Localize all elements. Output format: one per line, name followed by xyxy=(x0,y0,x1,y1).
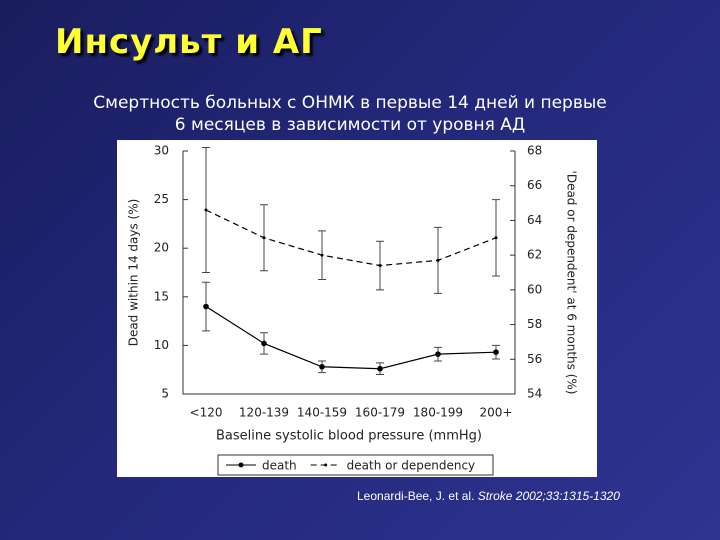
y2-tick-label: 60 xyxy=(527,282,542,296)
subtitle: Смертность больных с ОНМК в первые 14 дн… xyxy=(0,92,700,136)
point xyxy=(436,258,440,262)
citation: Leonardi-Bee, J. et al. Stroke 2002;33:1… xyxy=(357,489,620,503)
y-tick-label: 10 xyxy=(154,338,169,352)
legend-box xyxy=(217,454,494,476)
x-tick-label: 140-159 xyxy=(297,406,347,420)
legend-label: death xyxy=(262,459,297,473)
axis-frame xyxy=(182,151,516,395)
x-axis-label: Baseline systolic blood pressure (mmHg) xyxy=(216,429,482,444)
y-tick-label: 15 xyxy=(154,289,169,303)
y-tick-label: 20 xyxy=(154,241,169,255)
y2-tick-label: 62 xyxy=(527,248,542,262)
x-tick-label: 120-139 xyxy=(239,406,289,420)
y2-tick-label: 56 xyxy=(527,352,542,366)
y-tick-label: 30 xyxy=(154,144,169,158)
y2-tick-label: 68 xyxy=(527,144,542,158)
x-tick-label: 200+ xyxy=(480,406,513,420)
point xyxy=(262,236,266,240)
y2-axis-label: 'Dead or dependent' at 6 months (%) xyxy=(565,171,579,395)
y2-tick-label: 54 xyxy=(527,387,542,401)
slide-title: Инсульт и АГ xyxy=(55,22,323,62)
point xyxy=(435,351,441,357)
legend-marker xyxy=(238,462,244,468)
y2-tick-label: 64 xyxy=(527,213,542,227)
x-tick-label: <120 xyxy=(190,406,223,420)
series-line xyxy=(205,209,497,267)
subtitle-line: Смертность больных с ОНМК в первые 14 дн… xyxy=(93,93,607,113)
y-tick-label: 5 xyxy=(161,387,169,401)
point xyxy=(378,264,382,268)
point xyxy=(204,208,208,212)
point xyxy=(320,253,324,257)
chart: 5 10 15 20 25 30 54 56 58 60 62 64 66 68 <120 120-139 14… xyxy=(117,140,597,477)
x-tick-label: 160-179 xyxy=(355,406,405,420)
citation-authors: Leonardi-Bee, J. et al. xyxy=(357,489,475,503)
point xyxy=(203,303,209,310)
citation-journal: Stroke 2002;33:1315-1320 xyxy=(477,489,620,503)
point xyxy=(494,236,498,240)
legend-label: death or dependency xyxy=(347,459,475,473)
x-tick-label: 180-199 xyxy=(413,406,463,420)
y2-tick-label: 66 xyxy=(527,178,542,192)
subtitle-line: 6 месяцев в зависимости от уровня АД xyxy=(174,115,526,135)
y-axis-label: Dead within 14 days (%) xyxy=(127,199,141,347)
y2-tick-label: 58 xyxy=(527,317,542,331)
point xyxy=(493,349,499,356)
point xyxy=(261,340,267,347)
point xyxy=(377,365,383,372)
y-tick-label: 25 xyxy=(154,192,169,206)
legend-marker xyxy=(324,463,328,467)
series-line xyxy=(205,306,497,370)
point xyxy=(319,363,325,370)
